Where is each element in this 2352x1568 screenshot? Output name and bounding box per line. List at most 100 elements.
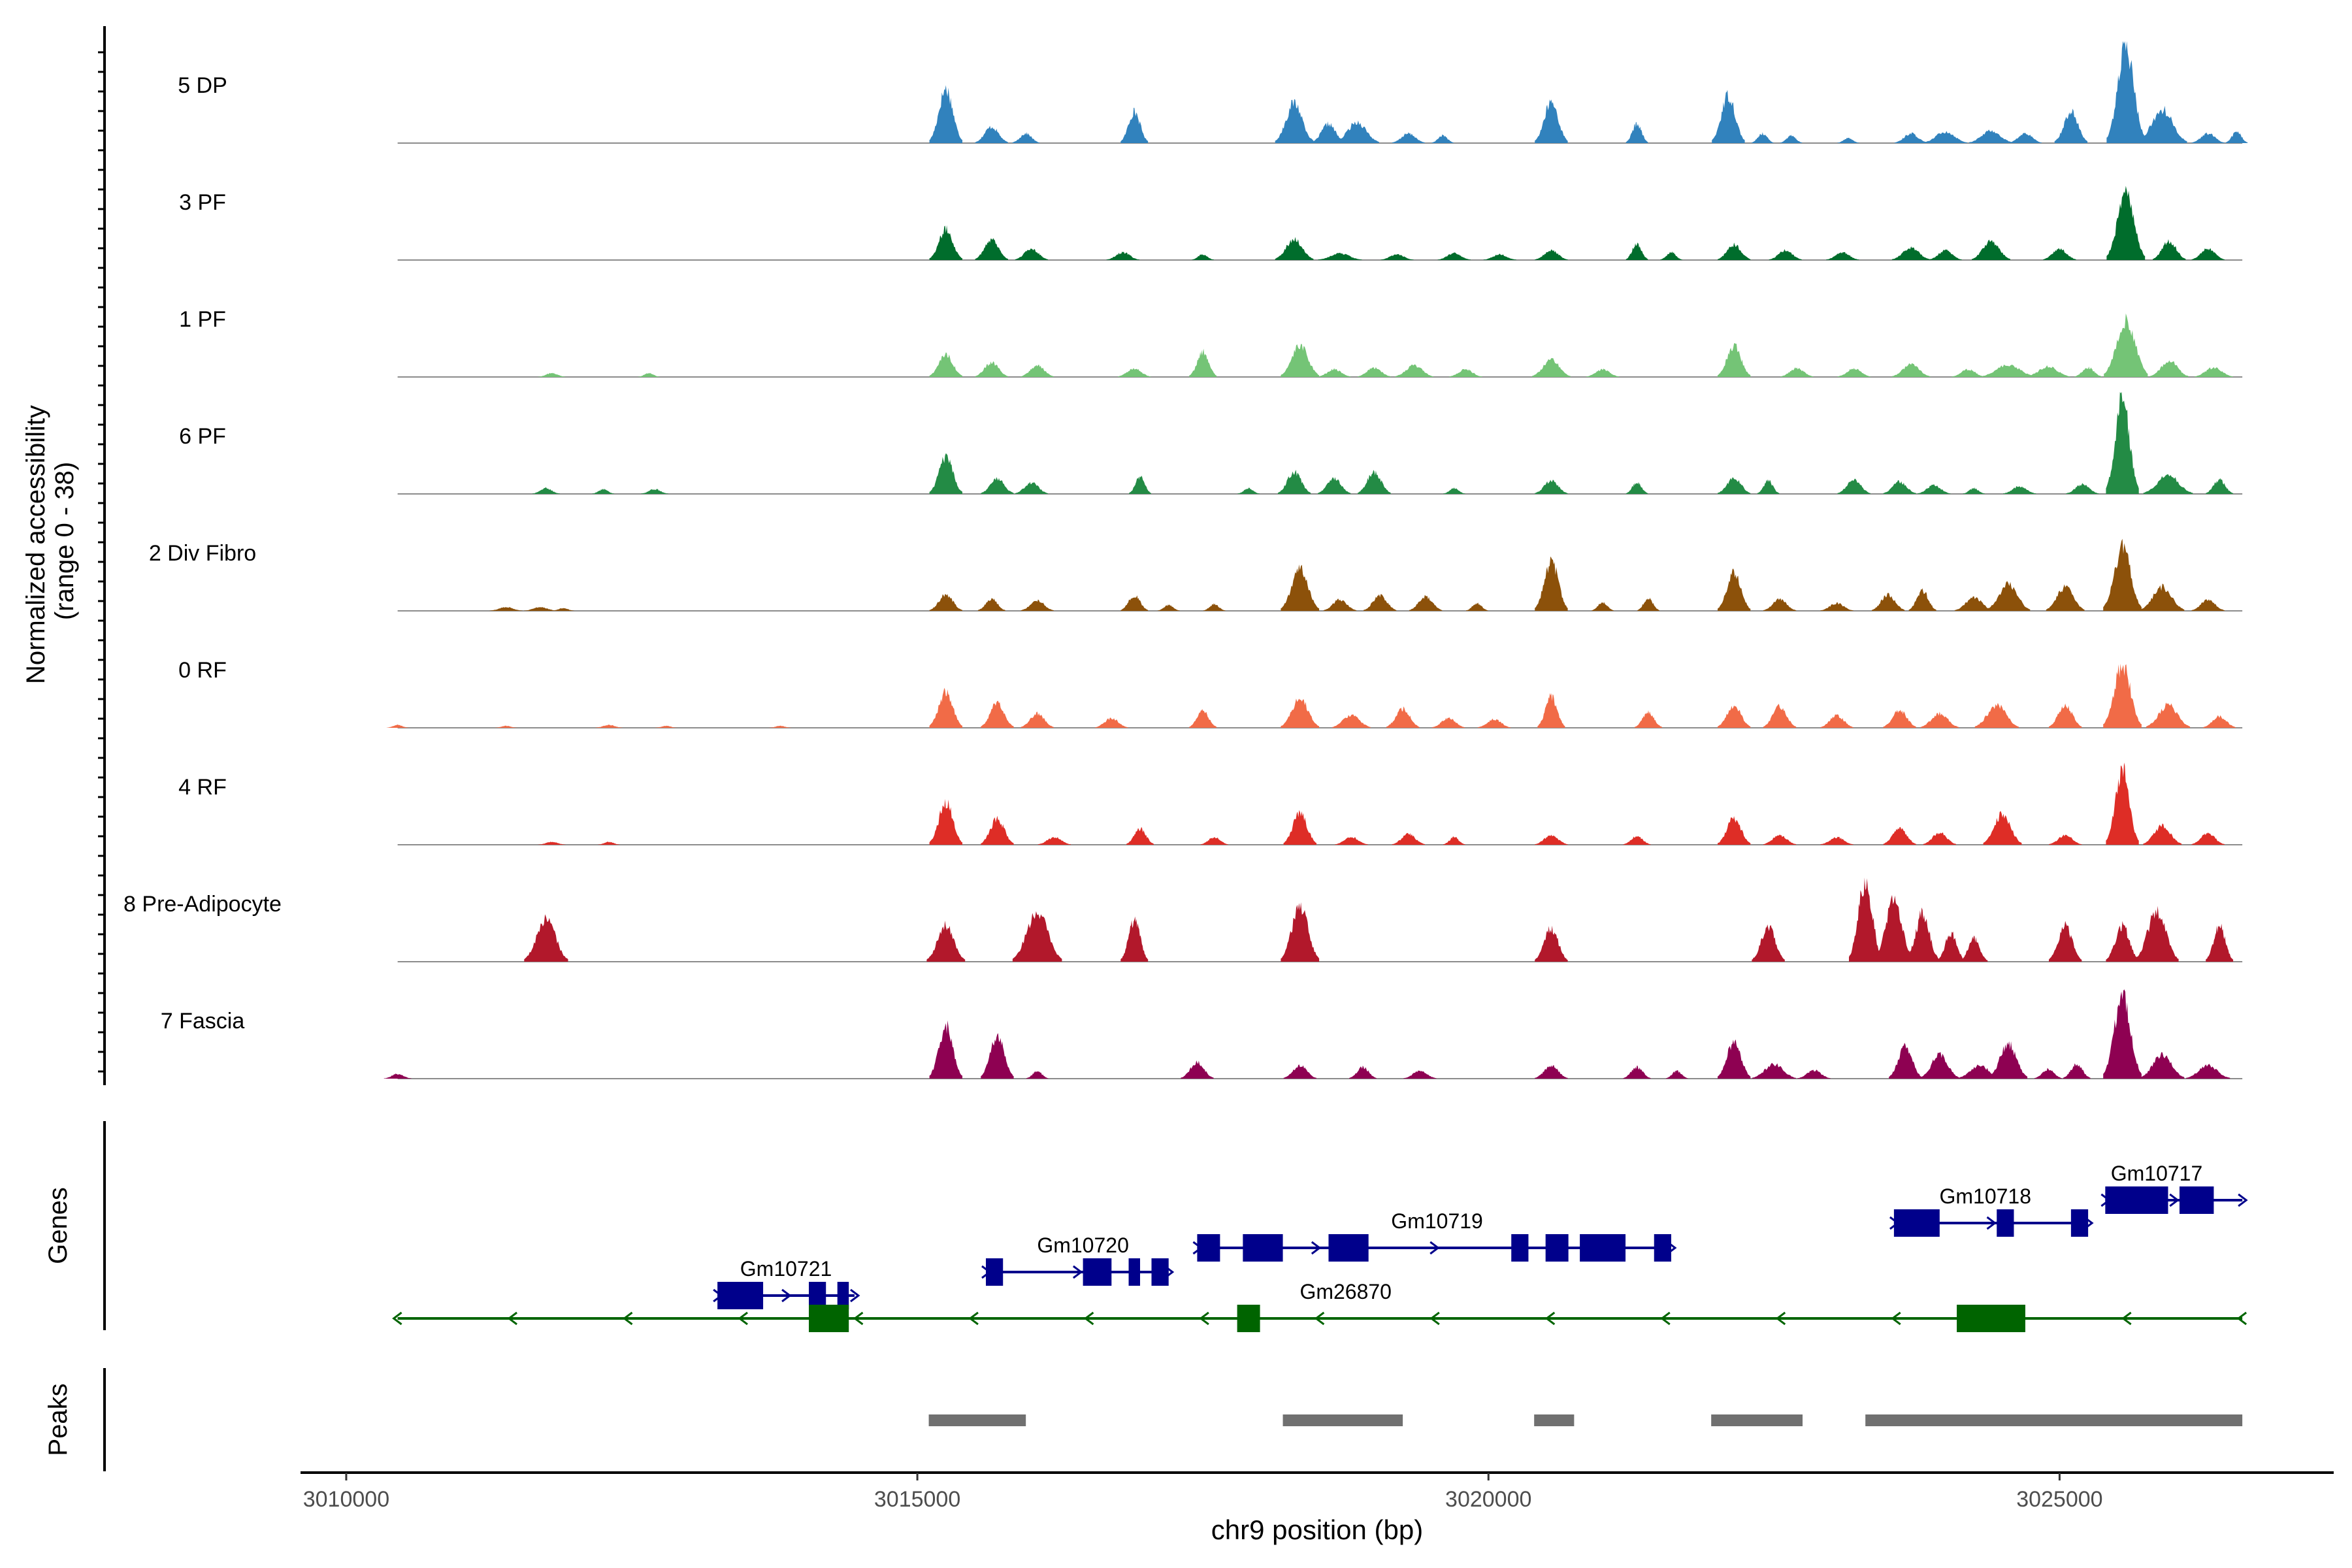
coverage-peak [1837,368,1870,377]
coverage-peak [1283,1064,1316,1079]
coverage-peak [1192,254,1214,260]
coverage-peak [1763,704,1797,728]
exon [2179,1186,2214,1214]
coverage-peak [1535,99,1568,143]
track-labels: 5 DP 3 PF 1 PF 6 PF 2 Div Fibro 0 RF 4 RF 8 Pre… [123,73,282,1034]
coverage-peak [1891,246,1931,260]
coverage-peak [1012,132,1040,143]
gene-gm10719: Gm10719 [1192,1209,1677,1262]
coverage-peak [1358,470,1391,494]
coverage-peak [2206,478,2234,494]
coverage-peak [2034,1068,2062,1079]
strand-arrow [1891,1311,1901,1326]
coverage-peak [2106,392,2139,494]
coverage-peak [1364,594,1397,611]
coverage-peak [1535,556,1568,611]
coverage-peak [1920,711,1959,728]
peak-region [1711,1414,1803,1426]
coverage-peak [929,225,962,260]
track-0-rf [386,663,2243,728]
coverage-peak [1763,598,1797,611]
coverage-peak [1872,593,1905,611]
exon [1328,1234,1369,1262]
coverage-peak [1392,132,1425,143]
coverage-peak [1189,348,1217,377]
track-5-dp [397,41,2248,144]
coverage-peak [1323,598,1357,611]
coverage-peak [1392,833,1425,845]
coverage-peak [2195,367,2233,377]
coverage-peak [1849,877,1882,962]
coverage-peak [1972,239,2010,260]
gene-label: Gm10717 [2111,1162,2203,1185]
strand-arrow [392,1311,402,1326]
coverage-peak [538,841,566,845]
coverage-peak [1820,714,1854,728]
gene-label: Gm10719 [1391,1209,1483,1233]
peak-region [1865,1414,2243,1426]
exon [985,1258,1004,1286]
coverage-peak [2203,715,2236,728]
track-label-6-pf: 6 PF [179,424,226,449]
coverage-peak [1335,837,1368,845]
coverage-peak [1752,1062,1796,1079]
exon [1997,1209,2014,1237]
coverage-peak [981,700,1014,728]
coverage-peak [1952,368,1985,377]
coverage-peak [1954,596,1993,611]
strand-arrow [2169,1193,2180,1207]
coverage-peak [1189,709,1217,728]
coverage-peak [1837,478,1870,494]
peak-regions [928,1414,2243,1426]
coverage-peak [1718,477,1751,494]
strand-arrow [507,1311,517,1326]
gene-label: Gm10720 [1037,1233,1129,1257]
coverage-peak [1537,693,1565,728]
genes-panel-label: Genes [44,1187,73,1264]
coverage-peak [2104,313,2148,377]
coverage-peak [926,921,966,962]
coverage-peak [1883,710,1916,728]
coverage-peak [384,1073,412,1079]
coverage-peak [1535,249,1568,260]
coverage-peak [1437,252,1471,260]
strand-arrow [1314,1311,1325,1326]
coverage-peak [1281,344,1320,377]
strand-arrow [1429,1311,1440,1326]
coverage-peak [2134,906,2179,962]
coverage-peak [1275,237,1314,260]
coverage-peak [1118,368,1151,377]
coverage-peak [1986,581,2031,611]
coverage-peak [1200,837,1228,845]
coverage-peak [1443,487,1465,494]
coverage-peak [1443,836,1465,845]
strand-arrow [2121,1311,2132,1326]
coverage-peak [1466,602,1488,611]
coverage-peak [1015,482,1049,494]
coverage-peak [1718,343,1751,377]
coverage-peak [981,477,1014,494]
strand-arrow [850,1288,860,1303]
x-axis-ticks: 3010000 3015000 3020000 3025000 [303,1473,2103,1512]
coverage-peak [2049,834,2082,845]
coverage-peak [2191,832,2225,845]
exon [2105,1186,2168,1214]
coverage-peak [769,725,792,728]
coverage-peak [1923,832,1956,845]
strand-arrow [1429,1241,1440,1255]
coverage-peak [1318,368,1351,377]
coverage-peak [2149,360,2189,377]
exon [1128,1258,1141,1286]
strand-arrow [1775,1311,1786,1326]
coverage-peak [524,914,568,962]
coverage-peak [1281,902,1320,962]
peak-region [1282,1414,1403,1426]
coverage-peak [1477,718,1511,728]
coverage-peak [1106,252,1139,260]
coverage-peak [1281,564,1320,611]
coverage-peak [1874,894,1914,962]
exon [1654,1234,1671,1262]
exon [1083,1258,1112,1286]
coverage-peak [929,798,962,845]
gene-gm10720: Gm10720 [981,1233,1175,1286]
